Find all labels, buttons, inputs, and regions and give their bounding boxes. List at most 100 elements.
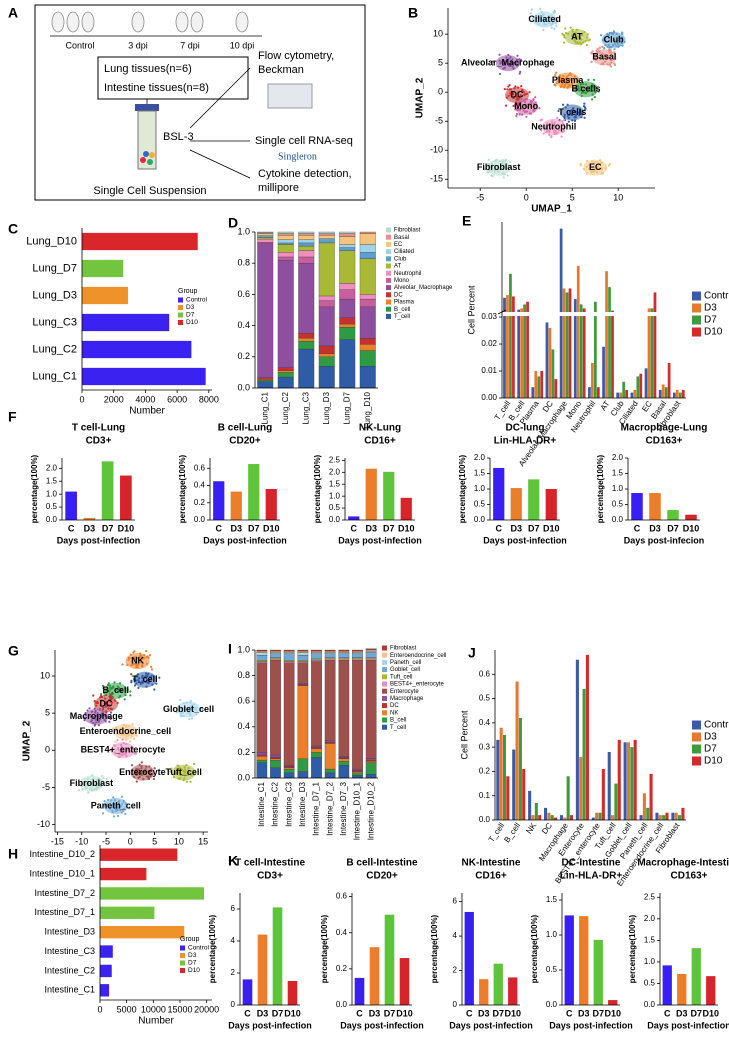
y-tick-label: 10 — [40, 670, 50, 680]
bar-segment — [277, 239, 294, 244]
cluster-label: Plasma — [552, 75, 585, 85]
bar — [464, 911, 474, 1005]
bar — [607, 752, 611, 820]
bar-segment — [318, 242, 335, 297]
x-tick-label: 0 — [97, 1004, 102, 1014]
x-tick-label: D3 — [369, 1008, 381, 1018]
bar-segment — [365, 649, 377, 652]
x-tick-label: Lung_C2 — [281, 391, 290, 424]
bar-segment — [365, 774, 377, 779]
y-tick-label: 1.5 — [612, 469, 624, 478]
legend-swatch — [180, 960, 185, 966]
panel-label: K — [228, 853, 238, 869]
y-tick-label: 1.5 — [546, 895, 558, 904]
legend-swatch — [692, 315, 701, 325]
bar-segment — [277, 242, 294, 245]
bar — [100, 945, 113, 958]
cell-dot — [100, 693, 103, 696]
x-tick-label: 8000 — [199, 394, 219, 404]
y-tick-label: 0.4 — [237, 320, 250, 330]
bar — [596, 387, 600, 398]
cluster — [592, 49, 617, 66]
bar — [633, 389, 637, 398]
cell-dot — [564, 27, 567, 30]
bar-segment — [298, 233, 315, 236]
chart-title: CD20+ — [366, 871, 398, 882]
y-tick-label: 0.0 — [194, 515, 206, 524]
bar — [554, 379, 558, 398]
legend-label: Basal — [394, 235, 409, 241]
bar-segment — [311, 651, 322, 653]
x-tick-label: D7 — [384, 1008, 396, 1018]
bar — [649, 773, 653, 820]
y-axis-label: percentage(100%) — [30, 454, 39, 523]
bar-segment — [324, 772, 336, 779]
bar-segment — [297, 649, 309, 652]
cell-dot — [124, 812, 127, 816]
bar — [677, 973, 687, 1005]
bar — [230, 491, 242, 520]
bar-segment — [270, 754, 281, 758]
bar-segment — [277, 252, 294, 258]
y-tick-label: 4 — [231, 936, 236, 945]
bar — [520, 308, 523, 398]
category-label: Intestine_D3 — [44, 927, 95, 937]
bar — [559, 815, 564, 820]
cell-dot — [596, 47, 599, 50]
x-tick-label: Intestine_D7_3 — [339, 781, 348, 835]
bar — [518, 718, 522, 820]
cell-dot — [512, 104, 515, 108]
x-tick-label: -10 — [75, 836, 88, 846]
bar-segment — [270, 658, 281, 661]
y-tick-label: 0.4 — [237, 721, 250, 731]
y-axis-label: percentage(100%) — [178, 454, 187, 523]
bar-segment — [318, 295, 335, 301]
cluster-label: Macrophage — [70, 711, 123, 721]
bar-segment — [339, 327, 356, 340]
bar — [608, 1000, 618, 1005]
legend-label: Paneth_cell — [390, 660, 421, 666]
bar-segment — [311, 649, 322, 652]
x-tick-label: 5 — [570, 192, 575, 202]
bar — [531, 815, 535, 820]
bar-segment — [277, 372, 294, 378]
bar-segment — [339, 298, 356, 318]
x-tick-label: D10 — [263, 523, 280, 533]
chart-title: CD3+ — [86, 436, 112, 447]
bar — [678, 815, 682, 820]
cell-dot — [153, 688, 156, 691]
panel-label: I — [228, 641, 232, 657]
y-tick-label: -5 — [42, 782, 50, 792]
bar-segment — [365, 761, 377, 763]
bar — [499, 727, 503, 820]
cluster — [111, 742, 135, 759]
cell-dot — [577, 79, 581, 82]
legend-label: D10 — [188, 967, 200, 974]
legend-swatch — [382, 717, 387, 723]
bar-segment — [352, 651, 363, 653]
chart-title: CD3+ — [257, 871, 283, 882]
cluster-label: Neutrophil — [531, 121, 576, 131]
legend-swatch — [386, 285, 391, 291]
bar-segment — [365, 651, 377, 653]
bar-segment — [283, 652, 295, 654]
cell-dot — [562, 119, 565, 122]
bar-segment — [339, 339, 356, 389]
cell-dot — [107, 682, 110, 685]
bar-segment — [270, 651, 281, 653]
legend-label: Ciliated — [394, 249, 414, 255]
y-tick-label: 0.3 — [479, 742, 491, 751]
cluster-label: BEST4+_enterocyte — [81, 745, 166, 755]
cluster — [84, 708, 109, 725]
y-tick-label: 0.0 — [336, 1000, 348, 1009]
legend-swatch — [178, 305, 183, 310]
cell-dot — [583, 116, 586, 119]
output-label: Single cell RNA-seq — [255, 135, 353, 147]
x-tick-label: C — [216, 523, 223, 533]
bar-segment — [283, 662, 295, 766]
bar-segment — [311, 752, 322, 758]
cell-dot — [508, 83, 511, 87]
x-axis-label: Number — [138, 1016, 174, 1027]
cell-dot — [155, 682, 158, 685]
bar — [517, 309, 521, 398]
